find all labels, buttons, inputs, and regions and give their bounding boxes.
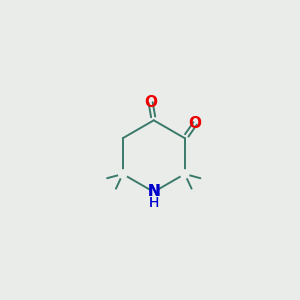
Text: N: N	[147, 184, 160, 200]
Circle shape	[118, 170, 127, 178]
Text: O: O	[144, 95, 157, 110]
Text: N: N	[147, 184, 160, 200]
Text: O: O	[189, 116, 202, 131]
Circle shape	[150, 188, 158, 196]
Text: H: H	[148, 196, 159, 210]
Text: H: H	[148, 196, 159, 210]
Circle shape	[181, 170, 189, 178]
